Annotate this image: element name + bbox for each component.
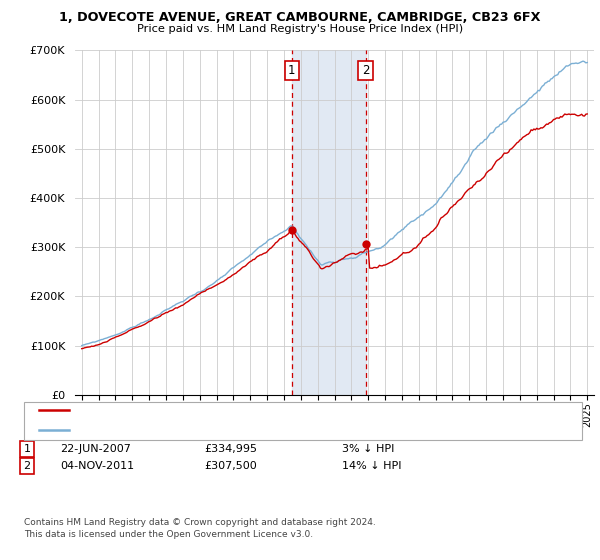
Text: 2: 2: [362, 64, 369, 77]
Bar: [292, 50, 365, 395]
Text: 04-NOV-2011: 04-NOV-2011: [60, 461, 134, 471]
Text: HPI: Average price, detached house, South Cambridgeshire: HPI: Average price, detached house, Sout…: [75, 425, 371, 435]
Text: 1: 1: [288, 64, 296, 77]
Text: 1, DOVECOTE AVENUE, GREAT CAMBOURNE, CAMBRIDGE, CB23 6FX: 1, DOVECOTE AVENUE, GREAT CAMBOURNE, CAM…: [59, 11, 541, 24]
Text: Contains HM Land Registry data © Crown copyright and database right 2024.
This d: Contains HM Land Registry data © Crown c…: [24, 518, 376, 539]
Text: 2: 2: [23, 461, 31, 471]
Text: 22-JUN-2007: 22-JUN-2007: [60, 444, 131, 454]
Text: £307,500: £307,500: [204, 461, 257, 471]
Text: 1: 1: [23, 444, 31, 454]
Text: Price paid vs. HM Land Registry's House Price Index (HPI): Price paid vs. HM Land Registry's House …: [137, 24, 463, 34]
Text: 1, DOVECOTE AVENUE, GREAT CAMBOURNE, CAMBRIDGE, CB23 6FX (detached house): 1, DOVECOTE AVENUE, GREAT CAMBOURNE, CAM…: [75, 405, 506, 415]
Text: 3% ↓ HPI: 3% ↓ HPI: [342, 444, 394, 454]
Text: 14% ↓ HPI: 14% ↓ HPI: [342, 461, 401, 471]
Text: £334,995: £334,995: [204, 444, 257, 454]
